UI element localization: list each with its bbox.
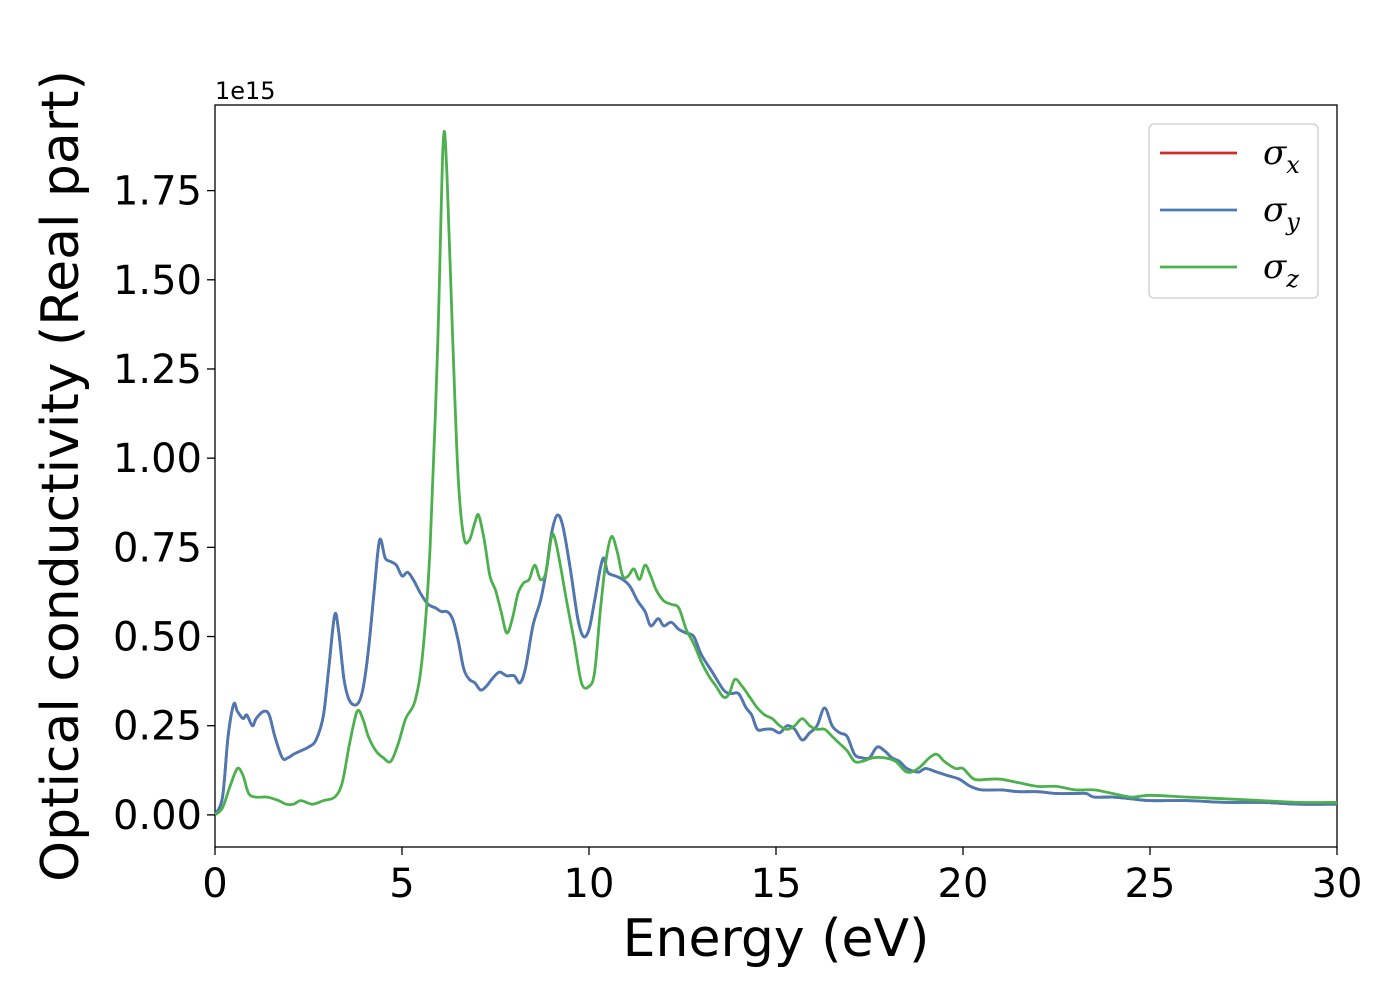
series-lines — [213, 129, 1338, 816]
y-tick-label: 0.25 — [113, 704, 202, 750]
x-axis-label: Energy (eV) — [623, 909, 930, 969]
y-tick-label: 0.75 — [113, 525, 202, 571]
y-tick-label: 1.75 — [113, 169, 202, 215]
legend-label-y: σy — [1263, 190, 1300, 236]
x-tick-label: 0 — [202, 861, 227, 907]
y-tick-label: 0.00 — [113, 793, 202, 839]
legend-label-z: σz — [1263, 247, 1299, 293]
y-tick-label: 0.50 — [113, 615, 202, 661]
y-tick-label: 1.50 — [113, 258, 202, 304]
x-tick-label: 30 — [1312, 861, 1363, 907]
x-tick-label: 10 — [564, 861, 615, 907]
series-line-3 — [214, 129, 1338, 816]
x-tick-label: 25 — [1125, 861, 1176, 907]
x-axis-ticks: 0 5 10 15 20 25 30 — [202, 847, 1362, 907]
y-tick-label: 1.00 — [113, 436, 202, 482]
x-tick-label: 5 — [389, 861, 414, 907]
y-tick-label: 1.25 — [113, 347, 202, 393]
x-tick-label: 20 — [938, 861, 989, 907]
y-offset-label: 1e15 — [215, 77, 276, 105]
y-axis-ticks: 0.00 0.25 0.50 0.75 1.00 1.25 1.50 1.75 — [113, 169, 215, 839]
y-axis-label: Optical conductivity (Real part) — [31, 70, 91, 882]
legend-label-x: σx — [1263, 133, 1300, 179]
legend: σx σy σz — [1148, 123, 1319, 299]
x-tick-label: 15 — [751, 861, 802, 907]
